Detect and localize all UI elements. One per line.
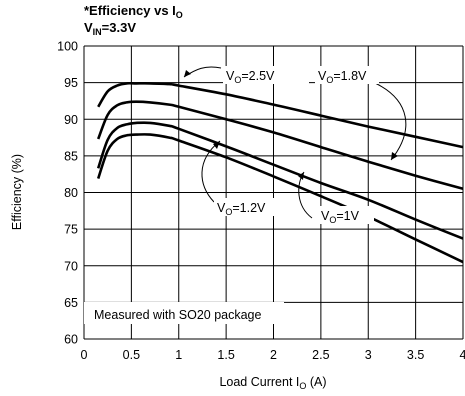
- label-bg-1-2v: [214, 198, 282, 216]
- series-label-vo-2-5v: VO=2.5V: [226, 69, 275, 85]
- chart-subtitle: VIN=3.3V: [84, 20, 136, 37]
- measurement-note: Measured with SO20 package: [94, 308, 262, 322]
- series-line-vo-1-8v: [96, 100, 464, 191]
- chart-title: *Efficiency vs IO: [84, 3, 183, 20]
- leader-1-2v: [201, 140, 221, 203]
- y-tick-label: 90: [64, 113, 78, 127]
- y-tick-label: 75: [64, 223, 78, 237]
- label-bg-1-8v: [315, 66, 379, 84]
- grid-layer: 60 65 70 75 80 85 90 95 100 0 0.5 1 1.5 2 2.5 3 3.5 4: [57, 40, 465, 363]
- leader-1-8v: [374, 82, 407, 161]
- x-tick-label: 1: [175, 348, 182, 362]
- leader-2-5v: [183, 66, 222, 78]
- series-label-vo-1-8v: VO=1.8V: [318, 69, 367, 85]
- x-tick-label: 4: [460, 348, 465, 362]
- series-layer: [96, 81, 464, 264]
- x-axis-title: Load Current IO (A): [219, 375, 326, 391]
- y-tick-label: 60: [64, 333, 78, 347]
- x-tick-label: 3.5: [407, 348, 424, 362]
- arrowhead-1-8v: [391, 152, 398, 160]
- arrowhead-2-5v: [184, 70, 191, 77]
- x-tick-label: 0.5: [123, 348, 140, 362]
- x-tick-label: 0: [81, 348, 88, 362]
- note-background: [84, 302, 284, 324]
- series-label-vo-1-2v: VO=1.2V: [217, 201, 266, 217]
- label-bg-2-5v: [223, 66, 309, 84]
- y-tick-label: 100: [57, 40, 78, 54]
- y-tick-label: 85: [64, 149, 78, 163]
- label-bg-1v: [318, 206, 374, 224]
- series-label-vo-1v: VO=1V: [321, 209, 360, 225]
- series-line-vo-1-2v: [96, 121, 464, 240]
- series-line-vo-2-5v: [97, 81, 464, 149]
- x-tick-label: 2: [270, 348, 277, 362]
- x-tick-label: 3: [365, 348, 372, 362]
- x-tick-label: 2.5: [312, 348, 329, 362]
- arrowhead-1v: [298, 172, 304, 180]
- arrowhead-1-2v: [213, 141, 220, 149]
- x-tick-label: 1.5: [217, 348, 234, 362]
- y-tick-label: 70: [64, 259, 78, 273]
- annotation-layer: VO=2.5V VO=1.8V VO=1.2V VO=1V: [183, 66, 407, 225]
- y-axis-title: Efficiency (%): [10, 154, 24, 230]
- y-tick-label: 65: [64, 296, 78, 310]
- y-tick-label: 80: [64, 186, 78, 200]
- y-tick-label: 95: [64, 76, 78, 90]
